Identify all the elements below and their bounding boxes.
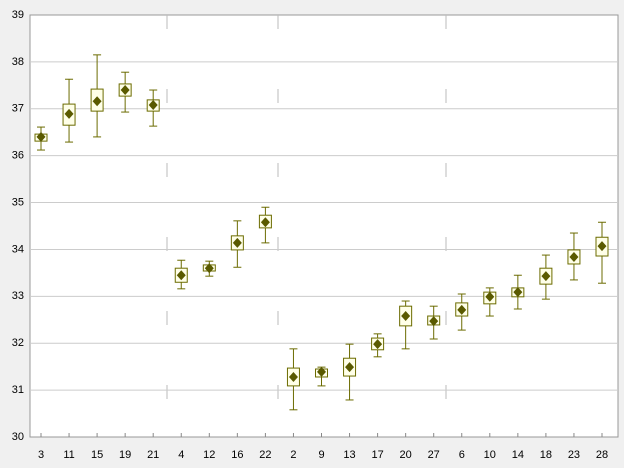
y-tick-label: 36 [12,150,24,162]
mean-marker [64,108,74,119]
x-tick-label: 3 [38,449,44,461]
x-tick-label: 2 [290,449,296,461]
mean-marker [288,371,298,382]
x-tick-label: 21 [147,449,159,461]
x-tick-label: 18 [540,449,552,461]
mean-marker [260,217,270,228]
x-tick-label: 12 [203,449,215,461]
mean-marker [120,85,130,96]
y-tick-label: 33 [12,290,24,302]
x-tick-label: 4 [178,449,184,461]
x-tick-label: 28 [596,449,608,461]
mean-marker [485,291,495,302]
mean-marker [204,263,214,274]
y-tick-label: 37 [12,103,24,115]
mean-marker [148,100,158,111]
x-tick-label: 15 [91,449,103,461]
mean-marker [317,366,326,377]
x-tick-label: 11 [63,449,74,461]
y-tick-label: 31 [12,384,24,396]
mean-marker [429,316,439,327]
mean-marker [401,311,411,322]
y-tick-label: 38 [12,56,24,68]
y-tick-label: 34 [12,243,24,255]
mean-marker [345,362,355,373]
x-tick-label: 19 [119,449,131,461]
y-tick-label: 30 [12,431,24,443]
x-tick-label: 6 [459,449,465,461]
x-tick-label: 17 [371,449,383,461]
y-tick-label: 35 [12,196,24,208]
mean-marker [457,304,467,315]
x-tick-label: 23 [568,449,580,461]
y-tick-label: 32 [12,337,24,349]
mean-marker [373,339,383,350]
mean-marker [541,271,551,282]
x-tick-label: 16 [231,449,243,461]
x-tick-label: 27 [428,449,440,461]
mean-marker [569,251,579,262]
mean-marker [597,241,607,252]
x-tick-label: 14 [512,449,524,461]
mean-marker [176,270,186,281]
mean-marker [513,287,523,298]
x-tick-label: 22 [259,449,271,461]
mean-marker [36,131,46,142]
x-tick-label: 20 [400,449,412,461]
mean-marker [92,96,102,107]
y-tick-label: 39 [12,9,24,21]
x-tick-label: 13 [343,449,355,461]
x-tick-label: 10 [484,449,496,461]
mean-marker [232,237,242,248]
x-tick-label: 9 [318,449,324,461]
